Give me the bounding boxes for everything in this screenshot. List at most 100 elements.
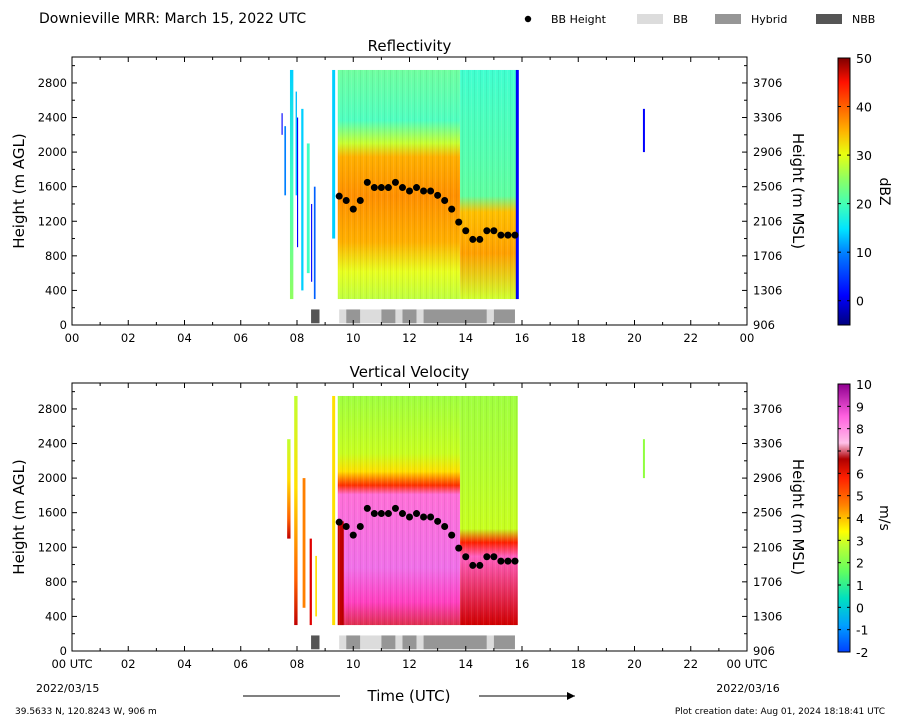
bb-type-segment: [381, 635, 396, 650]
bb-type-segment: [423, 309, 487, 324]
bb-height-point: [398, 184, 406, 192]
colorbar-tick-label: 10: [856, 377, 872, 392]
colorbar-tick-label: 10: [856, 245, 872, 260]
bb-type-segment: [416, 309, 424, 324]
bb-height-point: [497, 231, 505, 239]
bb-height-point: [342, 197, 350, 205]
bb-height-series: [335, 504, 519, 569]
bb-type-segment: [493, 309, 515, 324]
bb-height-point: [342, 523, 350, 531]
bb-height-point: [490, 553, 498, 561]
bb-height-point: [356, 197, 364, 205]
x-tick-label: 00 UTC: [51, 657, 92, 671]
bb-height-point: [406, 513, 413, 521]
x-axis-label: Time (UTC): [367, 687, 451, 705]
bb-height-point: [363, 178, 371, 186]
bb-height-point: [427, 187, 435, 195]
radar-streak: [289, 69, 294, 300]
time-arrow-head-icon: [567, 692, 575, 700]
bb-type-segment: [402, 309, 417, 324]
legend-bb-height-marker-icon: [524, 15, 532, 23]
y-tick-label: 2800: [38, 76, 67, 90]
x-tick-label: 20: [627, 657, 642, 671]
bb-height-point: [434, 517, 442, 525]
y-tick-label: 2400: [38, 111, 67, 125]
radar-streak: [306, 143, 310, 274]
colorbar-tick-label: 9: [856, 399, 864, 414]
y2-tick-label: 2506: [753, 180, 782, 194]
y-tick-label: 1200: [38, 540, 67, 554]
bb-height-point: [504, 557, 512, 565]
bb-type-segment: [416, 635, 424, 650]
bb-height-point: [391, 504, 399, 512]
bb-height-point: [391, 178, 399, 186]
bb-type-segment: [486, 309, 494, 324]
x-tick-label: 10: [346, 657, 361, 671]
bb-height-point: [490, 227, 498, 235]
bb-type-segment: [423, 635, 487, 650]
x-tick-label: 08: [290, 657, 305, 671]
colorbar-tick-label: 20: [856, 197, 872, 212]
legend-swatch: [637, 14, 663, 24]
bb-height-point: [384, 510, 392, 518]
x-tick-label: 16: [515, 331, 530, 345]
bb-height-point: [483, 553, 491, 561]
y-tick-label: 1600: [38, 180, 67, 194]
legend-swatch: [816, 14, 842, 24]
bb-height-point: [384, 184, 392, 192]
legend-label: BB Height: [551, 13, 607, 26]
radar-field: [287, 395, 645, 626]
bb-height-point: [370, 184, 378, 192]
radar-streak: [284, 126, 287, 196]
bb-height-point: [511, 231, 519, 239]
y2-tick-label: 2506: [753, 506, 782, 520]
bb-height-point: [434, 191, 442, 199]
y-tick-label: 400: [45, 283, 67, 297]
radar-streak: [315, 555, 317, 617]
x-tick-label: 04: [177, 331, 192, 345]
radar-streak: [313, 186, 316, 300]
creation-date-text: Plot creation date: Aug 01, 2024 18:18:4…: [675, 707, 885, 717]
bb-height-point: [356, 523, 364, 531]
radar-streak: [295, 91, 297, 196]
start-date-label: 2022/03/15: [36, 682, 99, 695]
bb-height-point: [441, 197, 449, 205]
x-tick-label: 22: [683, 331, 698, 345]
y2-tick-label: 1706: [753, 249, 782, 263]
y2-tick-label: 2106: [753, 540, 782, 554]
colorbar-tick-label: 0: [856, 294, 864, 309]
bb-height-point: [335, 192, 343, 200]
x-tick-label: 16: [515, 657, 530, 671]
colorbar-tick-label: 40: [856, 100, 872, 115]
y2-tick-label: 3706: [753, 76, 782, 90]
y-tick-label: 800: [45, 575, 67, 589]
colorbar-label: dBZ: [876, 177, 892, 205]
x-tick-label: 00: [65, 331, 80, 345]
radar-streak: [642, 108, 645, 153]
y2-tick-label: 1306: [753, 609, 782, 623]
bb-height-point: [427, 513, 435, 521]
bb-height-point: [406, 187, 413, 195]
bb-height-point: [511, 557, 519, 565]
y-tick-label: 0: [60, 644, 67, 658]
x-tick-label: 02: [121, 331, 136, 345]
x-tick-label: 12: [402, 331, 417, 345]
bb-type-segment: [346, 309, 361, 324]
bb-type-segment: [311, 309, 320, 324]
radar-streak: [332, 69, 336, 239]
x-tick-label: 10: [346, 331, 361, 345]
legend-label: Hybrid: [751, 13, 787, 26]
colorbar-tick-label: 5: [856, 489, 864, 504]
legend-label: BB: [673, 13, 688, 26]
radar-streak: [311, 203, 313, 282]
y-axis-label: Height (m AGL): [10, 133, 28, 248]
figure-legend: BB Height BB Hybrid NBB: [524, 13, 875, 26]
radar-field: [281, 69, 645, 300]
y2-tick-label: 3306: [753, 437, 782, 451]
end-date-label: 2022/03/16: [716, 682, 779, 695]
y2-tick-label: 906: [753, 318, 775, 332]
x-tick-label: 00 UTC: [726, 657, 767, 671]
colorbar-tick-label: 4: [856, 511, 864, 526]
